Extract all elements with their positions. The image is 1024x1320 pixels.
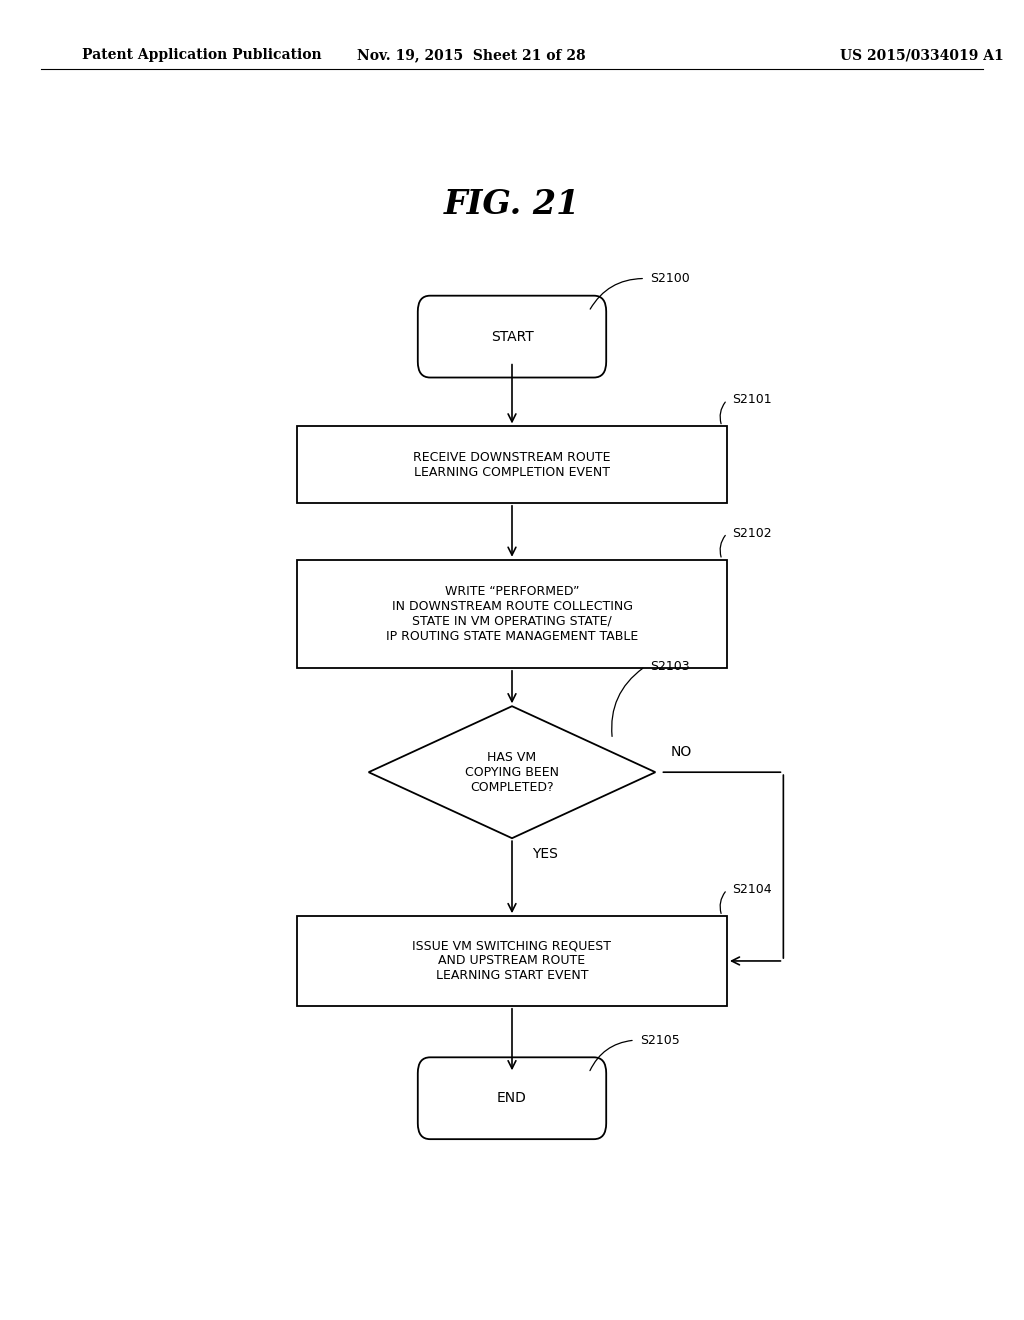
Text: ISSUE VM SWITCHING REQUEST
AND UPSTREAM ROUTE
LEARNING START EVENT: ISSUE VM SWITCHING REQUEST AND UPSTREAM … (413, 940, 611, 982)
FancyBboxPatch shape (418, 296, 606, 378)
Text: S2102: S2102 (732, 527, 772, 540)
Bar (297, 916, 727, 1006)
Text: FIG. 21: FIG. 21 (443, 189, 581, 222)
Text: Patent Application Publication: Patent Application Publication (82, 49, 322, 62)
Text: WRITE “PERFORMED”
IN DOWNSTREAM ROUTE COLLECTING
STATE IN VM OPERATING STATE/
IP: WRITE “PERFORMED” IN DOWNSTREAM ROUTE CO… (386, 585, 638, 643)
Text: HAS VM
COPYING BEEN
COMPLETED?: HAS VM COPYING BEEN COMPLETED? (465, 751, 559, 793)
Text: S2101: S2101 (732, 393, 772, 407)
FancyBboxPatch shape (418, 1057, 606, 1139)
Text: S2103: S2103 (650, 660, 690, 673)
Text: S2104: S2104 (732, 883, 772, 896)
Polygon shape (369, 706, 655, 838)
Text: RECEIVE DOWNSTREAM ROUTE
LEARNING COMPLETION EVENT: RECEIVE DOWNSTREAM ROUTE LEARNING COMPLE… (414, 450, 610, 479)
Text: US 2015/0334019 A1: US 2015/0334019 A1 (840, 49, 1004, 62)
Text: S2105: S2105 (640, 1034, 680, 1047)
Bar (297, 426, 727, 503)
Text: S2100: S2100 (650, 272, 690, 285)
Text: Nov. 19, 2015  Sheet 21 of 28: Nov. 19, 2015 Sheet 21 of 28 (356, 49, 586, 62)
Text: START: START (490, 330, 534, 343)
Text: YES: YES (532, 847, 558, 861)
Bar (297, 560, 727, 668)
Text: END: END (497, 1092, 527, 1105)
Text: NO: NO (671, 746, 692, 759)
